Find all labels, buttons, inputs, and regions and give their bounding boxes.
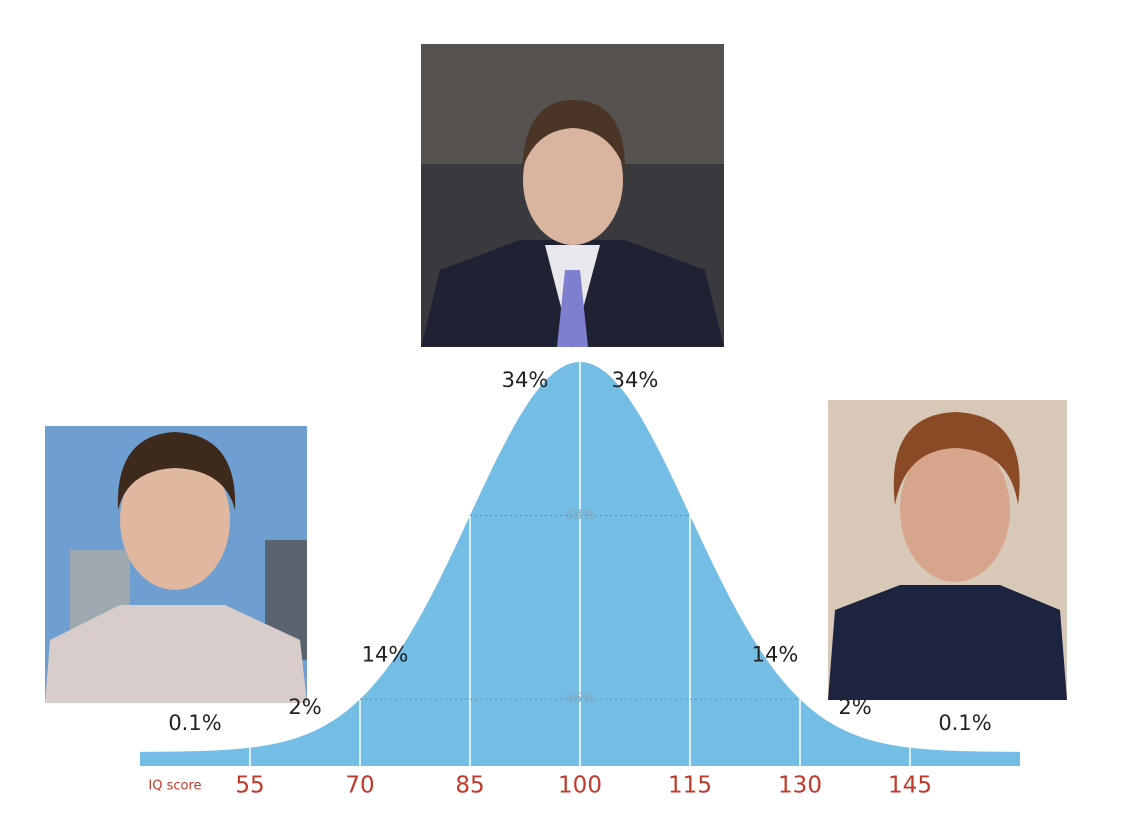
segment-label: 0.1% (168, 711, 221, 735)
segment (580, 362, 690, 766)
x-tick-label: 145 (888, 773, 932, 799)
segment (690, 515, 800, 766)
plot: 0.1% 2% 14% 34% 34% 14% 2% 0.1% 55 70 85 100 115 130 1… (140, 362, 1020, 799)
x-axis-label: IQ score (148, 779, 201, 794)
x-tick-label: 85 (455, 773, 484, 799)
segment-label: 34% (502, 368, 549, 392)
photo-top (421, 44, 724, 350)
segment-label: 34% (612, 368, 659, 392)
photo-left (45, 426, 307, 703)
x-tick-label: 70 (345, 773, 374, 799)
segment (910, 747, 1020, 766)
interval-label: 68% (566, 508, 595, 523)
segment (800, 699, 910, 766)
segment-label: 2% (838, 695, 871, 719)
x-tick-label: 55 (235, 773, 264, 799)
segment-label: 0.1% (938, 711, 991, 735)
segment (360, 515, 470, 766)
x-tick-label: 115 (668, 773, 712, 799)
photo-right (828, 400, 1067, 700)
segment-label: 14% (752, 642, 799, 666)
x-tick-label: 100 (558, 773, 602, 799)
segment-label: 2% (288, 695, 321, 719)
segment (140, 747, 250, 766)
segment (250, 699, 360, 766)
x-tick-label: 130 (778, 773, 822, 799)
segment-label: 14% (362, 642, 409, 666)
segment (470, 362, 580, 766)
interval-label: 95% (566, 692, 595, 707)
